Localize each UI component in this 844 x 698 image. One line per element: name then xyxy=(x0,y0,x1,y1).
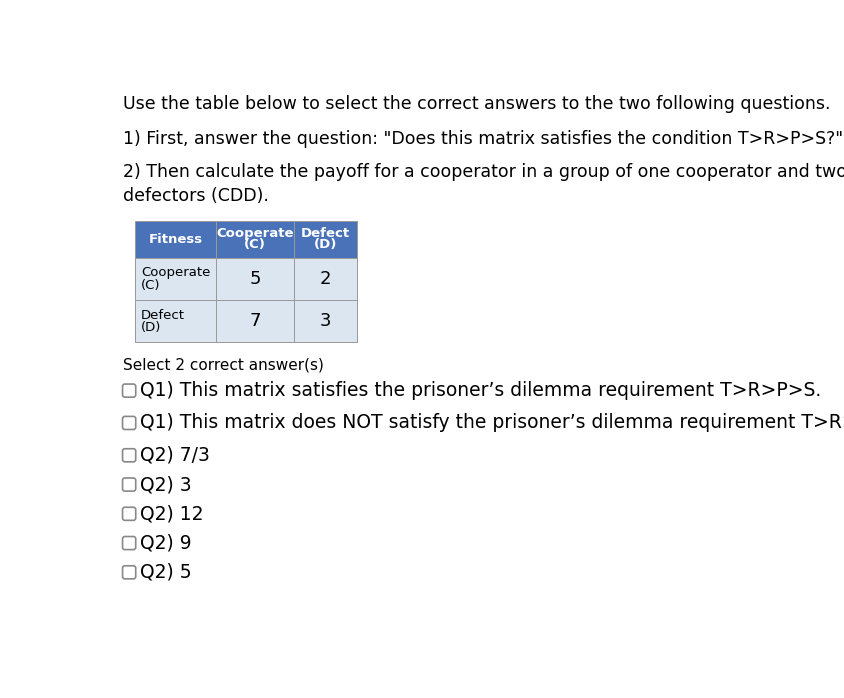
Text: 2: 2 xyxy=(320,270,332,288)
FancyBboxPatch shape xyxy=(216,221,294,258)
Text: Fitness: Fitness xyxy=(149,233,203,246)
Text: (C): (C) xyxy=(244,238,266,251)
Text: Q2) 7/3: Q2) 7/3 xyxy=(140,446,210,465)
Text: Q2) 3: Q2) 3 xyxy=(140,475,192,494)
Text: 1) First, answer the question: "Does this matrix satisfies the condition T>R>P>S: 1) First, answer the question: "Does thi… xyxy=(122,130,842,148)
Text: Select 2 correct answer(s): Select 2 correct answer(s) xyxy=(122,358,323,373)
FancyBboxPatch shape xyxy=(294,300,357,343)
Text: Q2) 5: Q2) 5 xyxy=(140,563,192,582)
Text: Defect: Defect xyxy=(141,309,185,322)
Text: Defect: Defect xyxy=(301,228,350,240)
FancyBboxPatch shape xyxy=(122,507,136,520)
FancyBboxPatch shape xyxy=(294,221,357,258)
Text: (D): (D) xyxy=(141,321,161,334)
FancyBboxPatch shape xyxy=(122,384,136,397)
Text: 3: 3 xyxy=(320,312,332,330)
Text: (D): (D) xyxy=(314,238,338,251)
Text: Q1) This matrix satisfies the prisoner’s dilemma requirement T>R>P>S.: Q1) This matrix satisfies the prisoner’s… xyxy=(140,381,821,400)
Text: 5: 5 xyxy=(249,270,261,288)
FancyBboxPatch shape xyxy=(135,300,216,343)
FancyBboxPatch shape xyxy=(216,258,294,300)
FancyBboxPatch shape xyxy=(122,566,136,579)
Text: Q1) This matrix does NOT satisfy the prisoner’s dilemma requirement T>R>P>S.: Q1) This matrix does NOT satisfy the pri… xyxy=(140,413,844,433)
FancyBboxPatch shape xyxy=(122,537,136,549)
Text: Q2) 9: Q2) 9 xyxy=(140,533,192,553)
Text: 7: 7 xyxy=(249,312,261,330)
FancyBboxPatch shape xyxy=(122,449,136,462)
Text: Cooperate: Cooperate xyxy=(216,228,294,240)
FancyBboxPatch shape xyxy=(294,258,357,300)
FancyBboxPatch shape xyxy=(216,300,294,343)
FancyBboxPatch shape xyxy=(122,417,136,429)
Text: (C): (C) xyxy=(141,279,160,292)
Text: Cooperate: Cooperate xyxy=(141,267,210,279)
FancyBboxPatch shape xyxy=(122,478,136,491)
Text: Q2) 12: Q2) 12 xyxy=(140,504,204,524)
Text: Use the table below to select the correct answers to the two following questions: Use the table below to select the correc… xyxy=(122,94,830,112)
Text: 2) Then calculate the payoff for a cooperator in a group of one cooperator and t: 2) Then calculate the payoff for a coope… xyxy=(122,163,844,205)
FancyBboxPatch shape xyxy=(135,221,216,258)
FancyBboxPatch shape xyxy=(135,258,216,300)
